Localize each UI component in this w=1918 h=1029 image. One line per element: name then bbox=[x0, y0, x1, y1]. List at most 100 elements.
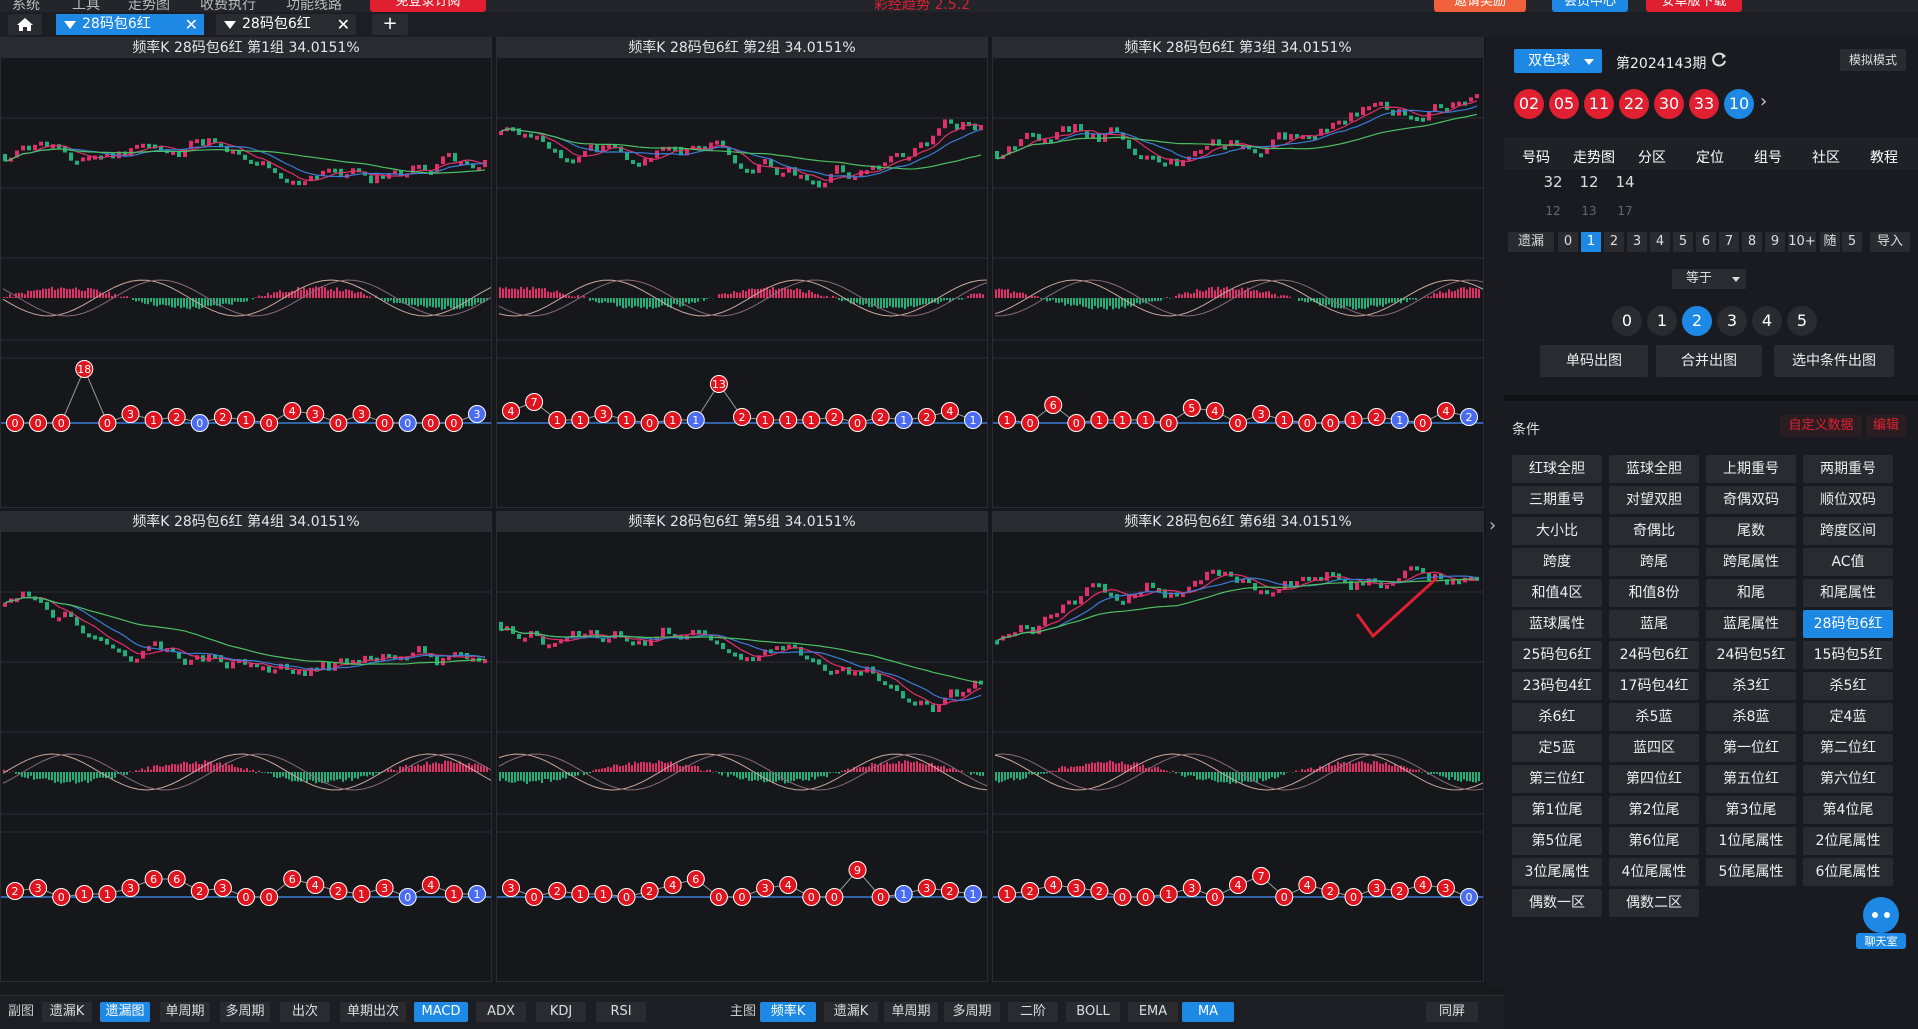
condition-button[interactable]: 和尾属性 bbox=[1803, 579, 1893, 607]
menu-trend[interactable]: 走势图 bbox=[128, 0, 170, 12]
close-icon[interactable]: ✕ bbox=[336, 15, 350, 34]
condition-button[interactable]: 和尾 bbox=[1706, 579, 1796, 607]
miss-option[interactable]: 9 bbox=[1765, 232, 1785, 252]
member-button[interactable]: 会员中心 bbox=[1552, 0, 1628, 12]
chevron-right-icon[interactable]: › bbox=[1760, 91, 1768, 112]
main-btn-ema[interactable]: EMA bbox=[1128, 1002, 1178, 1022]
main-btn-boll[interactable]: BOLL bbox=[1066, 1002, 1120, 1022]
home-button[interactable] bbox=[8, 14, 42, 35]
condition-button[interactable]: 奇偶双码 bbox=[1706, 486, 1796, 514]
menu-charge[interactable]: 收费执行 bbox=[200, 0, 256, 12]
main-btn-multi-cycle[interactable]: 多周期 bbox=[944, 1002, 1000, 1022]
miss-select[interactable]: 遗漏 bbox=[1508, 232, 1554, 252]
single-chart-button[interactable]: 单码出图 bbox=[1540, 345, 1648, 377]
miss-option[interactable]: 1 bbox=[1581, 232, 1601, 252]
download-button[interactable]: 安卓版下载 bbox=[1646, 0, 1742, 12]
miss-option[interactable]: 7 bbox=[1719, 232, 1739, 252]
chart-panel-6[interactable]: 频率K 28码包6红 第6组 34.0151% 1 2 4 3 2 0 0 1 3 0 4 7 0 4 2 0… bbox=[992, 511, 1484, 982]
panel-splitter[interactable]: › bbox=[1486, 37, 1504, 987]
condition-button[interactable]: 第2位尾 bbox=[1609, 796, 1699, 824]
condition-button[interactable]: 跨度 bbox=[1512, 548, 1602, 576]
sub-btn-rsi[interactable]: RSI bbox=[596, 1002, 646, 1022]
condition-button[interactable]: 蓝四区 bbox=[1609, 734, 1699, 762]
chevron-right-icon[interactable]: › bbox=[1489, 515, 1497, 536]
main-btn-single-cycle[interactable]: 单周期 bbox=[884, 1002, 938, 1022]
miss-option[interactable]: 0 bbox=[1558, 232, 1578, 252]
add-tab-button[interactable]: + bbox=[372, 14, 408, 35]
tab-community[interactable]: 社区 bbox=[1812, 150, 1840, 166]
miss-option[interactable]: 6 bbox=[1696, 232, 1716, 252]
panel-chart[interactable]: 0 0 0 18 0 3 1 2 0 2 1 0 4 3 0 3 0 0 0 0 3 bbox=[1, 58, 492, 508]
condition-button[interactable]: 蓝球属性 bbox=[1512, 610, 1602, 638]
sub-btn-single-occurrence[interactable]: 单期出次 bbox=[340, 1002, 406, 1022]
tab-numbers[interactable]: 号码 bbox=[1522, 150, 1550, 166]
value-option[interactable]: 3 bbox=[1717, 306, 1747, 336]
chart-panel-5[interactable]: 频率K 28码包6红 第5组 34.0151% 3 0 2 1 1 0 2 4 6 0 0 3 4 0 0 9… bbox=[496, 511, 988, 982]
close-icon[interactable]: ✕ bbox=[184, 15, 198, 34]
panel-chart[interactable]: 3 0 2 1 1 0 2 4 6 0 0 3 4 0 0 9 0 1 3 2 1 bbox=[497, 532, 988, 982]
condition-button[interactable]: 6位尾属性 bbox=[1803, 858, 1893, 886]
miss-option[interactable]: 8 bbox=[1742, 232, 1762, 252]
condition-button[interactable]: 第六位红 bbox=[1803, 765, 1893, 793]
condition-button[interactable]: 偶数二区 bbox=[1609, 889, 1699, 917]
miss-option[interactable]: 10+ bbox=[1788, 232, 1816, 252]
condition-button[interactable]: 3位尾属性 bbox=[1512, 858, 1602, 886]
mode-button[interactable]: 模拟模式 bbox=[1840, 49, 1906, 71]
refresh-icon[interactable] bbox=[1712, 52, 1728, 68]
lottery-select[interactable]: 双色球 bbox=[1514, 49, 1602, 73]
condition-button[interactable]: 第5位尾 bbox=[1512, 827, 1602, 855]
condition-button[interactable]: 28码包6红 bbox=[1803, 610, 1893, 638]
value-option[interactable]: 4 bbox=[1752, 306, 1782, 336]
value-option[interactable]: 2 bbox=[1682, 306, 1712, 336]
condition-button[interactable]: 两期重号 bbox=[1803, 455, 1893, 483]
selected-condition-chart-button[interactable]: 选中条件出图 bbox=[1774, 345, 1894, 377]
condition-button[interactable]: 第一位红 bbox=[1706, 734, 1796, 762]
condition-button[interactable]: 蓝尾 bbox=[1609, 610, 1699, 638]
condition-button[interactable]: 定5蓝 bbox=[1512, 734, 1602, 762]
sync-screen-button[interactable]: 同屏 bbox=[1426, 1002, 1478, 1022]
sub-btn-multi-cycle[interactable]: 多周期 bbox=[220, 1002, 270, 1022]
condition-button[interactable]: 1位尾属性 bbox=[1706, 827, 1796, 855]
condition-button[interactable]: 杀3红 bbox=[1706, 672, 1796, 700]
menu-system[interactable]: 系统 bbox=[12, 0, 40, 12]
condition-button[interactable]: 蓝球全胆 bbox=[1609, 455, 1699, 483]
condition-button[interactable]: 第6位尾 bbox=[1609, 827, 1699, 855]
main-btn-ma[interactable]: MA bbox=[1182, 1002, 1234, 1022]
condition-button[interactable]: 第三位红 bbox=[1512, 765, 1602, 793]
condition-button[interactable]: 跨尾 bbox=[1609, 548, 1699, 576]
condition-button[interactable]: 杀5蓝 bbox=[1609, 703, 1699, 731]
condition-button[interactable]: 第1位尾 bbox=[1512, 796, 1602, 824]
sub-btn-miss-chart[interactable]: 遗漏图 bbox=[100, 1002, 150, 1022]
condition-button[interactable]: 第3位尾 bbox=[1706, 796, 1796, 824]
condition-button[interactable]: 15码包5红 bbox=[1803, 641, 1893, 669]
tab-trend[interactable]: 走势图 bbox=[1573, 150, 1615, 166]
condition-button[interactable]: 23码包4红 bbox=[1512, 672, 1602, 700]
sub-btn-single-cycle[interactable]: 单周期 bbox=[160, 1002, 210, 1022]
condition-button[interactable]: 顺位双码 bbox=[1803, 486, 1893, 514]
sub-btn-macd[interactable]: MACD bbox=[414, 1002, 468, 1022]
operator-select[interactable]: 等于 bbox=[1672, 269, 1746, 289]
condition-button[interactable]: 跨尾属性 bbox=[1706, 548, 1796, 576]
tab-group[interactable]: 组号 bbox=[1754, 150, 1782, 166]
random-label[interactable]: 随 bbox=[1820, 232, 1840, 252]
miss-option[interactable]: 5 bbox=[1673, 232, 1693, 252]
miss-option[interactable]: 3 bbox=[1627, 232, 1647, 252]
main-btn-freq-k[interactable]: 频率K bbox=[760, 1002, 816, 1022]
merge-chart-button[interactable]: 合并出图 bbox=[1656, 345, 1762, 377]
condition-button[interactable]: 和值8份 bbox=[1609, 579, 1699, 607]
panel-chart[interactable]: 2 3 0 1 1 3 6 6 2 3 0 0 6 4 2 1 3 0 4 1 1 bbox=[1, 532, 492, 982]
chart-panel-2[interactable]: 频率K 28码包6红 第2组 34.0151% 4 7 1 1 3 1 0 1 1 13 2 1 1 1 2… bbox=[496, 37, 988, 508]
condition-button[interactable]: 5位尾属性 bbox=[1706, 858, 1796, 886]
tab-position[interactable]: 定位 bbox=[1696, 150, 1724, 166]
condition-button[interactable]: 跨度区间 bbox=[1803, 517, 1893, 545]
condition-button[interactable]: 奇偶比 bbox=[1609, 517, 1699, 545]
main-btn-miss-k[interactable]: 遗漏K bbox=[824, 1002, 878, 1022]
condition-button[interactable]: 杀5红 bbox=[1803, 672, 1893, 700]
menu-tools[interactable]: 工具 bbox=[72, 0, 100, 12]
condition-button[interactable]: 第四位红 bbox=[1609, 765, 1699, 793]
menu-line[interactable]: 功能线路 bbox=[286, 0, 342, 12]
condition-button[interactable]: 第五位红 bbox=[1706, 765, 1796, 793]
tab-2[interactable]: 28码包6红 ✕ bbox=[216, 14, 356, 35]
